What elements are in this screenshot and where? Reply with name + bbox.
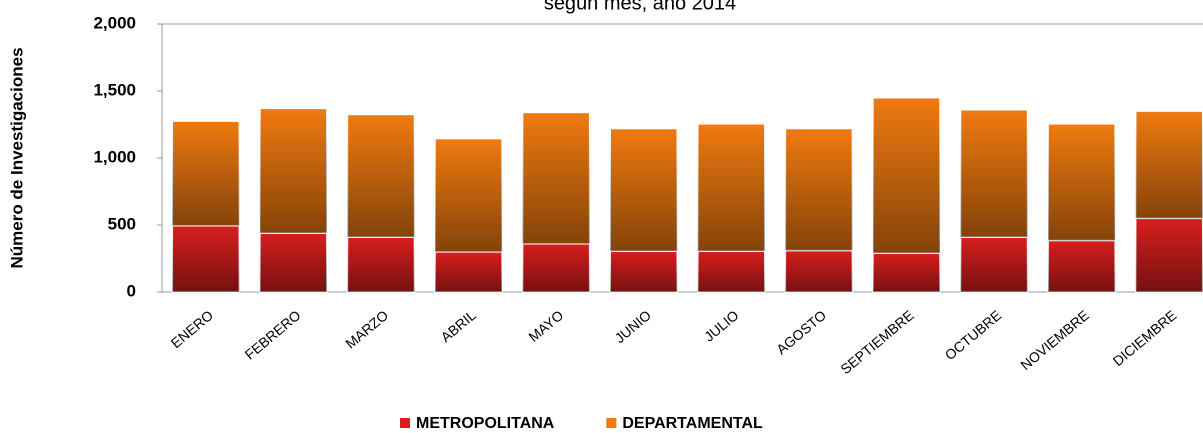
bar-shade [1135, 218, 1203, 292]
bar-shade [1048, 240, 1116, 292]
bar-shade [172, 121, 240, 226]
bar-shade [785, 128, 853, 251]
bar-shade [347, 114, 415, 238]
bar-shade [697, 251, 765, 292]
legend-label: DEPARTAMENTAL [622, 415, 763, 432]
bar-shade [435, 138, 503, 252]
y-tick-label: 2,000 [93, 13, 136, 32]
chart-title: según mes, año 2014 [544, 0, 736, 14]
bar-shade [435, 251, 503, 292]
x-tick-label: JUNIO [612, 307, 655, 346]
y-tick-label: 1,500 [93, 80, 136, 99]
bar-shade [172, 225, 240, 292]
x-tick-label: ABRIL [438, 307, 479, 345]
x-tick-label: OCTUBRE [942, 307, 1005, 363]
bar-shade [259, 108, 327, 234]
bar-shade [522, 243, 590, 292]
x-tick-label: ENERO [168, 307, 217, 351]
x-tick-label: AGOSTO [773, 307, 829, 358]
x-tick-label: JULIO [701, 307, 742, 345]
x-tick-label: MAYO [525, 307, 566, 345]
bar-shade [785, 250, 853, 292]
legend-label: METROPOLITANA [416, 415, 555, 432]
x-tick-label: SEPTIEMBRE [837, 307, 916, 377]
x-tick-label: MARZO [342, 307, 391, 352]
bar-shade [347, 237, 415, 292]
x-tick-label: FEBRERO [242, 307, 304, 363]
x-tick-label: DICIEMBRE [1110, 307, 1180, 369]
bar-shade [872, 253, 940, 292]
bar-shade [872, 97, 940, 254]
y-tick-label: 0 [127, 281, 136, 300]
bar-shade [522, 112, 590, 244]
bar-shade [610, 128, 678, 252]
y-axis-label: Número de Investigaciones [7, 47, 26, 268]
bar-shade [259, 233, 327, 292]
bar-shade [1048, 123, 1116, 241]
legend-swatch [400, 418, 410, 428]
y-tick-label: 500 [108, 214, 136, 233]
legend-swatch [606, 418, 617, 428]
bar-shade [610, 251, 678, 292]
x-tick-label: NOVIEMBRE [1017, 307, 1092, 373]
bar-shade [1135, 111, 1203, 219]
bar-shade [960, 109, 1028, 238]
bar-shade [697, 123, 765, 252]
bar-shade [960, 237, 1028, 292]
y-tick-label: 1,000 [93, 147, 136, 166]
